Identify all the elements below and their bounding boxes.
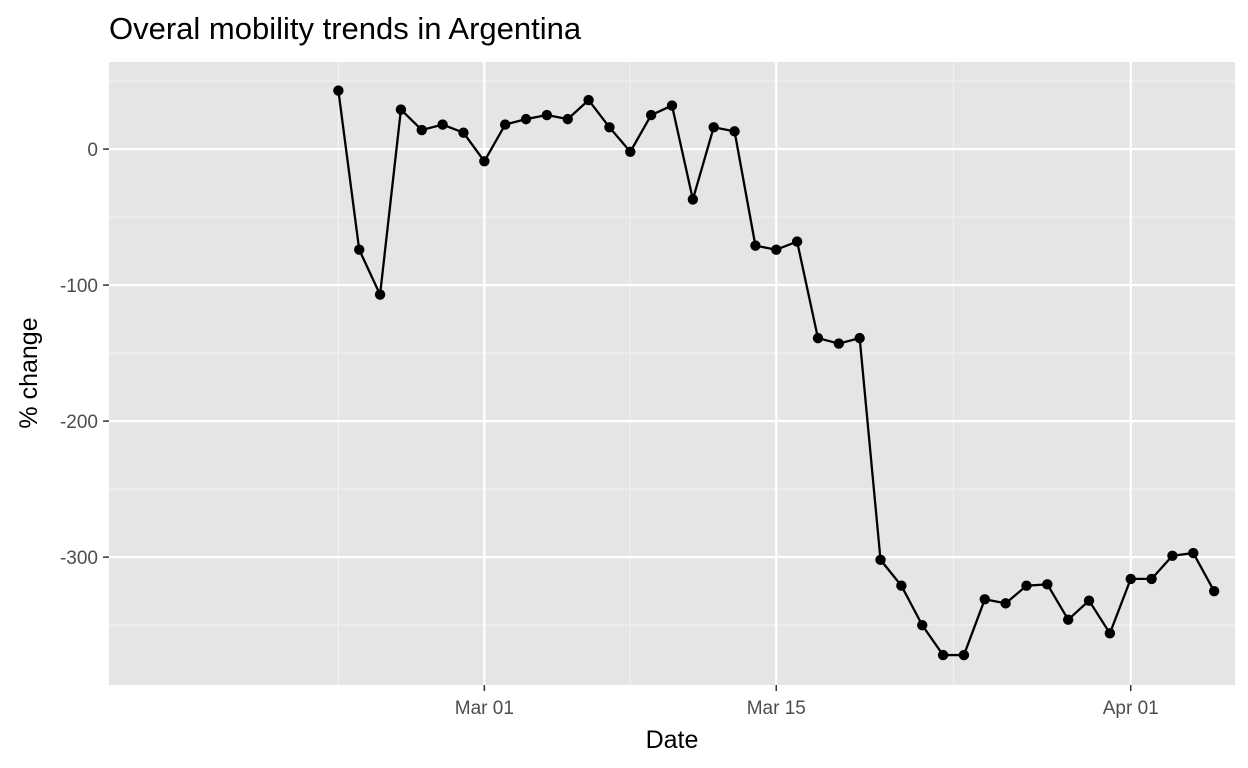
data-point (374, 289, 386, 300)
data-point (854, 332, 865, 344)
data-point (750, 240, 761, 251)
data-point (1104, 628, 1116, 639)
data-point (458, 127, 469, 138)
data-point (520, 113, 532, 125)
y-tick-label: -100 (60, 276, 98, 297)
series-points-group (333, 85, 1220, 661)
y-tick-label: -300 (60, 548, 98, 569)
data-point (645, 109, 657, 121)
data-point (1042, 579, 1053, 590)
data-point (1125, 573, 1136, 585)
data-point (1146, 573, 1157, 585)
data-point (979, 594, 990, 605)
data-point (875, 554, 886, 566)
data-point (666, 100, 678, 111)
data-point (1167, 550, 1178, 561)
data-point (1021, 580, 1032, 591)
minor-gridlines (109, 62, 1235, 685)
data-point (771, 244, 782, 255)
data-point (958, 649, 970, 661)
data-point (1208, 585, 1220, 597)
data-point (812, 332, 824, 344)
axis-ticks (103, 148, 1132, 691)
x-tick-label: Mar 01 (455, 698, 514, 719)
chart-title: Overal mobility trends in Argentina (109, 11, 582, 46)
data-point (625, 146, 636, 157)
data-point (833, 338, 845, 349)
major-gridlines (109, 62, 1235, 685)
data-point (729, 126, 740, 137)
data-point (708, 122, 719, 133)
y-tick-label: -200 (60, 412, 98, 433)
data-point (437, 119, 448, 130)
data-point (604, 122, 615, 133)
data-point (937, 649, 949, 661)
y-axis-tick-labels: 0 -100 -200 -300 (60, 140, 98, 569)
x-tick-label: Apr 01 (1103, 698, 1159, 719)
data-point (479, 156, 490, 167)
data-point (791, 236, 803, 247)
x-axis-tick-labels: Mar 01 Mar 15 Apr 01 (455, 698, 1159, 719)
data-point (1000, 598, 1011, 609)
data-point (499, 119, 511, 130)
data-point (687, 194, 699, 205)
data-point (1083, 595, 1095, 606)
plot-panel (109, 62, 1235, 685)
data-point (896, 580, 907, 591)
data-point (1188, 547, 1199, 559)
data-point (354, 244, 365, 255)
data-point (333, 85, 344, 96)
x-tick-label: Mar 15 (747, 698, 806, 719)
data-point (395, 104, 407, 115)
y-tick-label: 0 (87, 140, 98, 161)
y-axis-title: % change (15, 317, 43, 428)
data-point (541, 109, 553, 121)
data-point (583, 94, 594, 106)
x-axis-title: Date (646, 726, 699, 754)
data-point (1062, 614, 1074, 625)
data-point (917, 619, 928, 631)
data-point (562, 113, 573, 125)
data-point (416, 124, 427, 136)
